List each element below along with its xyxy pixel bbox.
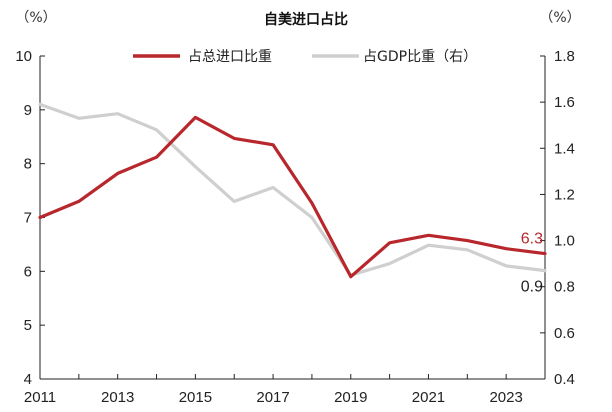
x-tick-label: 2015 xyxy=(179,389,212,406)
right-tick-label: 1.8 xyxy=(554,48,575,65)
left-tick-label: 4 xyxy=(24,371,32,388)
axes: 4 5 6 7 8 9 10 0.4 0.6 0.8 1.0 1.2 1.4 1.6 1.8 2011 2013… xyxy=(15,48,575,406)
end-label-total-import: 6.3 xyxy=(521,231,543,248)
right-axis-unit: （%） xyxy=(539,10,580,26)
left-tick-label: 7 xyxy=(24,210,32,227)
right-tick-label: 1.2 xyxy=(554,186,575,203)
left-tick-label: 10 xyxy=(15,48,32,65)
right-tick-label: 0.6 xyxy=(554,325,575,342)
right-tick-label: 1.6 xyxy=(554,94,575,111)
plot-area: 6.3 0.9 xyxy=(38,102,547,296)
x-tick-label: 2019 xyxy=(334,389,367,406)
left-tick-label: 5 xyxy=(24,317,32,334)
left-tick-label: 6 xyxy=(24,263,32,280)
x-tick-label: 2011 xyxy=(24,389,56,406)
right-tick-label: 0.4 xyxy=(554,371,575,388)
chart-title: 自美进口占比 xyxy=(264,11,348,28)
right-tick-label: 0.8 xyxy=(554,279,575,296)
right-tick-label: 1.0 xyxy=(554,233,575,250)
left-axis-unit: （%） xyxy=(15,10,56,26)
x-tick-label: 2023 xyxy=(489,389,522,406)
legend: 占总进口比重 占GDP比重（右） xyxy=(133,49,477,65)
x-tick-label: 2021 xyxy=(412,389,445,406)
series-line-total-import xyxy=(38,115,547,279)
end-label-gdp-share: 0.9 xyxy=(521,279,543,296)
legend-label-total-import: 占总进口比重 xyxy=(188,49,272,65)
right-tick-label: 1.4 xyxy=(554,140,575,157)
left-tick-label: 9 xyxy=(24,102,32,119)
left-tick-label: 8 xyxy=(24,156,32,173)
x-tick-label: 2017 xyxy=(256,389,289,406)
x-tick-label: 2013 xyxy=(101,389,134,406)
series-line-gdp-share xyxy=(38,102,547,277)
legend-label-gdp-share: 占GDP比重（右） xyxy=(363,49,477,65)
